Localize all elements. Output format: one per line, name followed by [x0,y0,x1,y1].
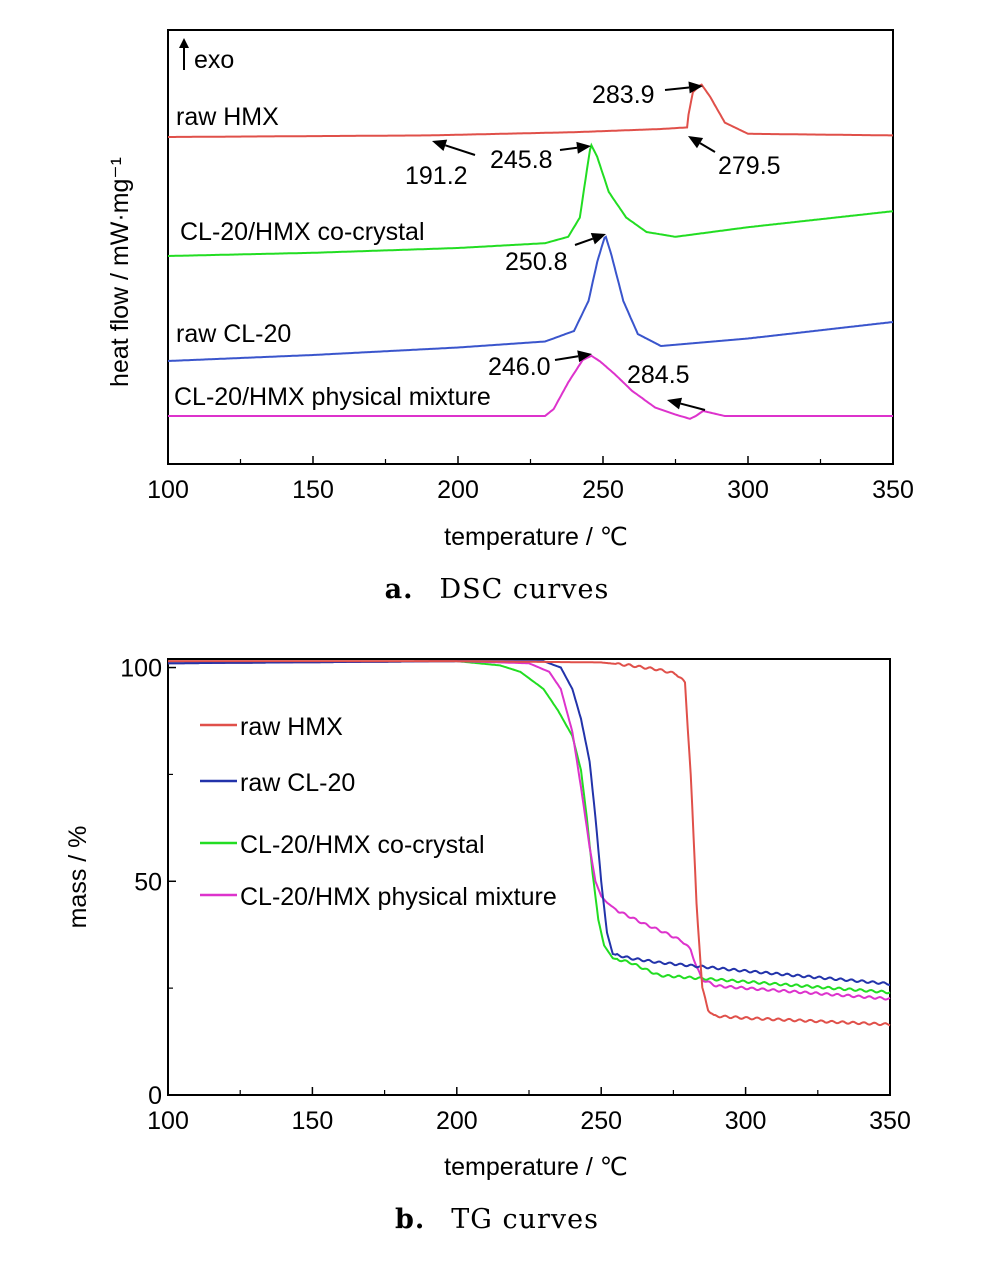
dsc-annotation-arrow [664,86,690,91]
dsc-chart: 100 150 200 250 300 350 raw HMX CL-20/HMX co-c… [106,29,914,551]
dsc-annotation-arrow [445,144,476,156]
tg-series-line [168,660,891,1027]
dsc-series-line [168,83,893,138]
dsc-series-line [168,142,894,257]
dsc-caption-text: DSC curves [439,574,610,605]
dsc-series-label: CL-20/HMX co-crystal [180,218,425,246]
tg-y-tick-label: 100 [120,655,162,683]
tg-x-tick-label: 250 [580,1107,622,1135]
tg-legend-label: raw HMX [240,713,343,741]
tg-x-tick-label: 100 [147,1107,189,1135]
dsc-annotation-arrow [680,402,706,411]
dsc-series-label: raw HMX [176,103,279,131]
dsc-peak-annotation: 283.9 [592,81,655,109]
dsc-x-tick-label: 250 [582,476,624,504]
dsc-x-tick-label: 150 [292,476,334,504]
tg-caption-text: TG curves [451,1204,599,1235]
tg-y-tick-label: 0 [148,1082,162,1110]
dsc-x-ticks: 100 150 200 250 300 350 [147,456,914,504]
dsc-peak-annotation: 279.5 [718,152,781,180]
dsc-series-line [167,235,894,362]
dsc-x-tick-label: 200 [437,476,479,504]
dsc-annotation-arrowhead-icon [590,233,606,245]
tg-x-tick-label: 350 [869,1107,911,1135]
dsc-series-label: CL-20/HMX physical mixture [174,383,491,411]
dsc-peak-annotation: 191.2 [405,162,468,190]
dsc-x-tick-label: 100 [147,476,189,504]
dsc-series-label: raw CL-20 [176,320,291,348]
tg-caption: b. TG curves [0,1204,994,1235]
dsc-annotation-arrow [699,142,716,153]
dsc-annotation-arrowhead-icon [576,141,591,154]
tg-legend-label: CL-20/HMX physical mixture [240,883,557,911]
tg-legend: raw HMX raw CL-20 CL-20/HMX co-crystal CL-2… [200,713,557,911]
tg-y-tick-label: 50 [134,868,162,896]
tg-x-tick-label: 150 [292,1107,334,1135]
dsc-annotation-arrow [554,355,579,361]
tg-legend-label: CL-20/HMX co-crystal [240,831,485,859]
tg-series-line [168,660,891,986]
tg-panel-label: b. [395,1204,426,1235]
dsc-peak-annotation: 250.8 [505,248,568,276]
dsc-y-axis-title: heat flow / mW·mg⁻¹ [106,157,134,387]
dsc-annotation-arrow [574,237,594,246]
exo-indicator: exo [179,38,234,74]
tg-x-axis-title: temperature / ℃ [444,1153,628,1181]
tg-legend-label: raw CL-20 [240,769,355,797]
dsc-annotation-arrowhead-icon [577,350,592,363]
tg-series-line [168,660,891,995]
dsc-annotation-arrow [559,146,578,151]
exo-label: exo [194,46,234,74]
dsc-annotation-arrowhead-icon [688,81,703,94]
dsc-annotation-arrowhead-icon [667,397,683,410]
tg-chart: 100 150 200 250 300 350 0 50 100 raw HMX raw CL-… [64,655,911,1181]
dsc-peak-annotation: 246.0 [488,353,551,381]
exo-arrow-head-icon [179,38,189,48]
dsc-annotation-arrowhead-icon [432,139,448,152]
dsc-panel-label: a. [384,574,414,605]
dsc-x-tick-label: 350 [872,476,914,504]
dsc-peak-annotation: 245.8 [490,146,553,174]
tg-x-ticks: 100 150 200 250 300 350 [147,1087,911,1135]
dsc-series-line [168,354,893,420]
dsc-annotations: 283.9 279.5 191.2 245.8 250.8 246.0 284.5 [405,81,781,411]
dsc-caption: a. DSC curves [0,574,994,605]
tg-y-ticks: 0 50 100 [120,655,176,1110]
dsc-x-tick-label: 300 [727,476,769,504]
tg-x-tick-label: 300 [725,1107,767,1135]
dsc-x-axis-title: temperature / ℃ [444,523,628,551]
dsc-annotation-arrowhead-icon [688,136,704,149]
dsc-series-group [167,83,894,420]
tg-x-tick-label: 200 [436,1107,478,1135]
tg-y-axis-title: mass / % [64,826,92,929]
tg-series-group [168,660,891,1027]
dsc-peak-annotation: 284.5 [627,361,690,389]
dsc-series-labels: raw HMX CL-20/HMX co-crystal raw CL-20 CL-2… [174,103,491,411]
